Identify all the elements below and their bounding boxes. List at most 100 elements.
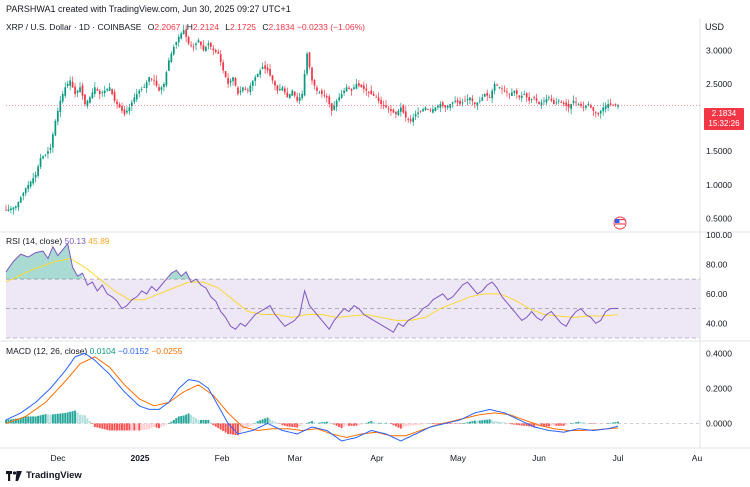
candle-body xyxy=(261,67,264,69)
macd-histogram-bar xyxy=(185,414,188,424)
candle-body xyxy=(422,109,424,112)
candle-body xyxy=(370,90,373,95)
macd-histogram-bar xyxy=(59,413,62,424)
macd-histogram-bar xyxy=(246,423,249,427)
macd-histogram-bar xyxy=(91,423,94,425)
macd-histogram-bar xyxy=(244,423,247,429)
candle-body xyxy=(66,83,69,87)
candle-body xyxy=(599,110,602,114)
candle-body xyxy=(594,112,597,114)
candle-body xyxy=(513,90,516,93)
candle-body xyxy=(163,83,165,88)
candle-body xyxy=(604,105,607,110)
macd-histogram-bar xyxy=(177,416,180,424)
candle-body xyxy=(533,97,535,98)
candle-body xyxy=(358,83,360,86)
macd-histogram-bar xyxy=(259,420,262,424)
candle-body xyxy=(140,88,143,90)
macd-histogram-bar xyxy=(560,423,563,426)
macd-histogram-bar xyxy=(357,423,360,426)
candle-body xyxy=(560,101,563,103)
candle-body xyxy=(580,103,582,106)
us-event-flag-icon[interactable] xyxy=(613,216,627,230)
macd-label: MACD (12, 26, close) xyxy=(6,346,88,356)
candle-body xyxy=(562,102,565,105)
candle-body xyxy=(365,88,368,91)
macd-histogram-bar xyxy=(594,423,597,424)
candle-body xyxy=(200,41,202,46)
candle-body xyxy=(429,110,432,112)
macd-histogram-bar xyxy=(431,423,434,424)
macd-histogram-bar xyxy=(476,420,479,424)
candle-body xyxy=(481,97,484,101)
macd-histogram-bar xyxy=(222,423,225,432)
candle-body xyxy=(404,111,407,118)
macd-histogram-bar xyxy=(19,418,22,424)
rsi-tick-label: 100.00 xyxy=(706,230,732,240)
candle-body xyxy=(192,46,195,48)
candle-body xyxy=(607,104,609,108)
macd-histogram-bar xyxy=(98,423,101,429)
candle-body xyxy=(298,97,301,101)
macd-histogram-bar xyxy=(86,418,89,424)
macd-histogram-bar xyxy=(224,423,227,433)
macd-histogram-bar xyxy=(397,423,400,428)
candle-body xyxy=(362,85,365,89)
macd-histogram-bar xyxy=(372,421,375,424)
macd-histogram-bar xyxy=(589,423,592,424)
macd-histogram-bar xyxy=(239,423,242,433)
macd-histogram-bar xyxy=(345,423,348,426)
macd-histogram-bar xyxy=(88,421,91,424)
last-price: 2.1834 xyxy=(711,109,737,118)
candle-body xyxy=(177,36,180,43)
macd-histogram-bar xyxy=(555,423,558,426)
rsi-tick-label: 80.00 xyxy=(706,259,728,269)
candle-body xyxy=(535,98,538,101)
candle-body xyxy=(570,104,572,109)
candle-body xyxy=(459,101,461,105)
macd-histogram-bar xyxy=(125,423,128,431)
candle-body xyxy=(449,104,452,108)
macd-histogram-bar xyxy=(296,423,299,428)
macd-histogram-bar xyxy=(424,423,427,425)
macd-histogram-bar xyxy=(160,423,163,427)
time-tick-label: Jul xyxy=(613,453,624,463)
rsi-legend: RSI (14, close) 50.13 45.89 xyxy=(6,236,110,246)
candle-body xyxy=(165,72,168,86)
macd-histogram-bar xyxy=(254,422,257,424)
candle-body xyxy=(617,105,619,107)
candle-body xyxy=(325,96,328,98)
candle-body xyxy=(24,188,27,194)
macd-legend: MACD (12, 26, close) 0.0104 −0.0152 −0.0… xyxy=(6,346,182,356)
macd-histogram-bar xyxy=(382,422,385,424)
macd-histogram-bar xyxy=(155,423,158,428)
candle-body xyxy=(377,97,380,101)
candle-body xyxy=(44,154,47,156)
candle-body xyxy=(52,134,54,148)
macd-histogram-bar xyxy=(570,423,573,424)
tradingview-footer: TradingView xyxy=(6,470,82,481)
candle-body xyxy=(538,101,540,105)
candle-body xyxy=(375,96,378,98)
macd-histogram-bar xyxy=(404,423,407,427)
macd-histogram-bar xyxy=(360,423,363,425)
candle-body xyxy=(338,97,341,101)
candle-body xyxy=(577,104,580,105)
candle-body xyxy=(609,103,612,105)
time-tick-label: Apr xyxy=(370,453,383,463)
candle-body xyxy=(397,110,400,116)
candle-body xyxy=(113,92,116,101)
candle-body xyxy=(286,92,289,98)
candle-body xyxy=(111,89,113,95)
open-value: 2.2067 xyxy=(154,22,181,32)
candle-body xyxy=(126,110,128,113)
macd-histogram-bar xyxy=(491,420,494,424)
candle-body xyxy=(17,201,20,208)
candle-body xyxy=(54,120,57,136)
macd-histogram-bar xyxy=(540,423,543,427)
candle-body xyxy=(227,77,229,84)
candle-body xyxy=(242,87,244,91)
macd-histogram-bar xyxy=(451,423,454,425)
macd-histogram-bar xyxy=(217,423,220,429)
